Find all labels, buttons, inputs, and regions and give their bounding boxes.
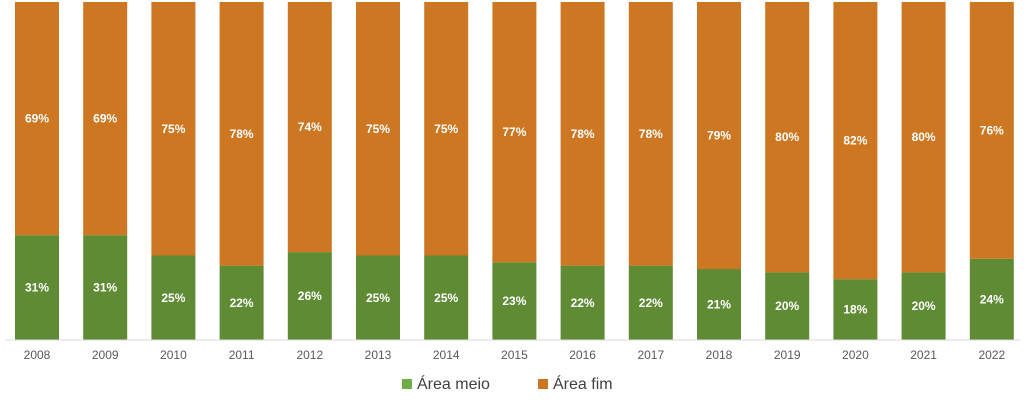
bar-area-fim-2013 [356, 2, 400, 256]
data-label-area-fim-2017: 78% [639, 127, 663, 141]
x-tick-label-2018: 2018 [706, 348, 733, 362]
bar-area-meio-2014 [424, 255, 469, 340]
x-tick-label-2014: 2014 [433, 348, 460, 362]
bar-area-fim-2010 [151, 2, 196, 256]
legend-item-area-meio: Área meio [402, 374, 490, 393]
bar-area-fim-2014 [424, 2, 469, 256]
x-tick-label-2015: 2015 [501, 348, 528, 362]
data-label-area-fim-2021: 80% [912, 130, 936, 144]
bar-area-fim-2021 [901, 1, 946, 273]
data-label-area-meio-2013: 25% [366, 291, 390, 305]
data-label-area-fim-2009: 69% [93, 112, 117, 126]
legend-item-area-fim: Área fim [538, 374, 613, 393]
bar-area-meio-2017 [628, 265, 673, 340]
bar-area-meio-2019 [765, 272, 810, 340]
bar-area-meio-2018 [697, 269, 741, 340]
bar-area-meio-2011 [219, 265, 264, 340]
data-label-area-fim-2016: 78% [571, 127, 595, 141]
data-label-area-fim-2015: 77% [502, 125, 526, 139]
legend-swatch-area-meio [402, 379, 412, 389]
bar-area-fim-2016 [560, 2, 605, 266]
x-tick-label-2017: 2017 [637, 348, 664, 362]
data-label-area-fim-2018: 79% [707, 129, 731, 143]
legend-swatch-area-fim [538, 379, 548, 389]
x-tick-label-2009: 2009 [92, 348, 119, 362]
data-label-area-fim-2012: 74% [298, 120, 322, 134]
legend-label-area-meio: Área meio [417, 374, 490, 393]
x-tick-label-2011: 2011 [229, 348, 255, 362]
bar-area-fim-2008 [15, 2, 59, 236]
data-label-area-fim-2022: 76% [980, 123, 1004, 137]
bar-area-meio-2012 [287, 252, 332, 340]
data-label-area-fim-2013: 75% [366, 122, 390, 136]
data-label-area-meio-2017: 22% [639, 296, 663, 310]
x-tick-label-2012: 2012 [296, 348, 323, 362]
bar-area-meio-2009 [83, 235, 128, 340]
bar-area-meio-2022 [969, 258, 1014, 340]
data-label-area-meio-2022: 24% [980, 292, 1004, 306]
x-tick-label-2022: 2022 [978, 348, 1005, 362]
x-tick-label-2013: 2013 [365, 348, 392, 362]
data-label-area-fim-2008: 69% [25, 112, 49, 126]
bar-area-meio-2021 [901, 272, 946, 340]
bar-area-meio-2010 [151, 255, 196, 340]
data-label-area-fim-2020: 82% [843, 134, 867, 148]
legend: Área meio Área fim [402, 374, 613, 393]
bar-area-meio-2015 [492, 262, 537, 340]
legend-label-area-fim: Área fim [553, 374, 613, 393]
bar-area-fim-2019 [765, 1, 810, 273]
data-label-area-meio-2012: 26% [298, 289, 322, 303]
bar-area-fim-2009 [83, 2, 128, 236]
bars-layer: 31% 69% 31% 69% 25% 75% 22% 78% 26% 74% 25% 75% 25% 7… [15, 1, 1014, 340]
data-label-area-fim-2011: 78% [230, 127, 254, 141]
x-tick-label-2019: 2019 [774, 348, 801, 362]
bar-area-fim-2012 [287, 2, 332, 253]
bar-area-meio-2016 [560, 265, 605, 340]
data-label-area-meio-2014: 25% [434, 291, 458, 305]
bar-area-fim-2015 [492, 2, 537, 263]
bar-area-fim-2022 [969, 2, 1014, 259]
data-label-area-meio-2018: 21% [707, 298, 731, 312]
data-label-area-meio-2016: 22% [571, 296, 595, 310]
x-tick-label-2016: 2016 [569, 348, 596, 362]
bar-area-meio-2020 [833, 279, 878, 340]
bar-area-fim-2011 [219, 2, 264, 266]
bar-area-meio-2008 [15, 235, 59, 340]
data-label-area-meio-2010: 25% [161, 291, 185, 305]
bar-area-meio-2013 [356, 255, 400, 340]
data-label-area-meio-2020: 18% [843, 303, 867, 317]
x-tick-label-2008: 2008 [24, 348, 51, 362]
data-label-area-meio-2009: 31% [93, 281, 117, 295]
data-label-area-meio-2021: 20% [912, 299, 936, 313]
data-label-area-meio-2008: 31% [25, 281, 49, 295]
data-label-area-fim-2010: 75% [161, 122, 185, 136]
x-tick-label-2020: 2020 [842, 348, 869, 362]
bar-area-fim-2018 [697, 1, 741, 270]
bar-area-fim-2020 [833, 2, 878, 280]
data-label-area-fim-2014: 75% [434, 122, 458, 136]
data-label-area-meio-2015: 23% [502, 294, 526, 308]
data-label-area-fim-2019: 80% [775, 130, 799, 144]
bar-area-fim-2017 [628, 2, 673, 266]
x-tick-label-2021: 2021 [910, 348, 937, 362]
x-axis-ticks: 2008 2009 2010 2011 2012 2013 2014 2015 2016 2017… [24, 348, 1006, 362]
data-label-area-meio-2019: 20% [775, 299, 799, 313]
data-label-area-meio-2011: 22% [230, 296, 254, 310]
x-tick-label-2010: 2010 [160, 348, 187, 362]
